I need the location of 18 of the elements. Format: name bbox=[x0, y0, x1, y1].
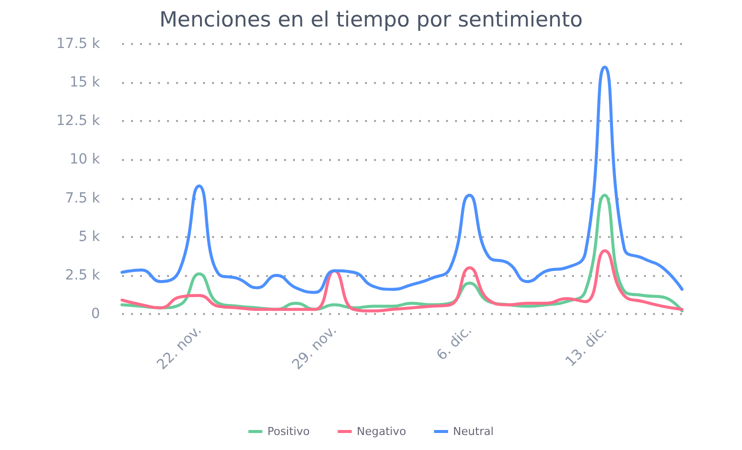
y-tick-label: 0 bbox=[91, 306, 100, 322]
x-tick-label: 22. nov. bbox=[154, 322, 205, 374]
y-tick-label: 7.5 k bbox=[65, 190, 101, 206]
line-series bbox=[120, 249, 684, 312]
y-tick-label: 10 k bbox=[70, 152, 101, 168]
chart-title: Menciones en el tiempo por sentimiento bbox=[159, 8, 583, 32]
legend-label: Negativo bbox=[356, 425, 406, 438]
x-tick-label: 29. nov. bbox=[289, 322, 340, 374]
x-tick-label: 6. dic. bbox=[434, 322, 476, 364]
legend-label: Neutral bbox=[453, 425, 494, 438]
legend-label: Positivo bbox=[267, 425, 310, 438]
y-tick-label: 5 k bbox=[78, 228, 101, 245]
y-tick-label: 17.5 k bbox=[56, 36, 101, 52]
y-tick-label: 15 k bbox=[70, 74, 101, 91]
x-tick-label: 13. dic. bbox=[562, 322, 610, 370]
line-series bbox=[120, 66, 684, 294]
y-tick-label: 2.5 k bbox=[65, 267, 101, 284]
y-tick-label: 12.5 k bbox=[56, 113, 101, 130]
